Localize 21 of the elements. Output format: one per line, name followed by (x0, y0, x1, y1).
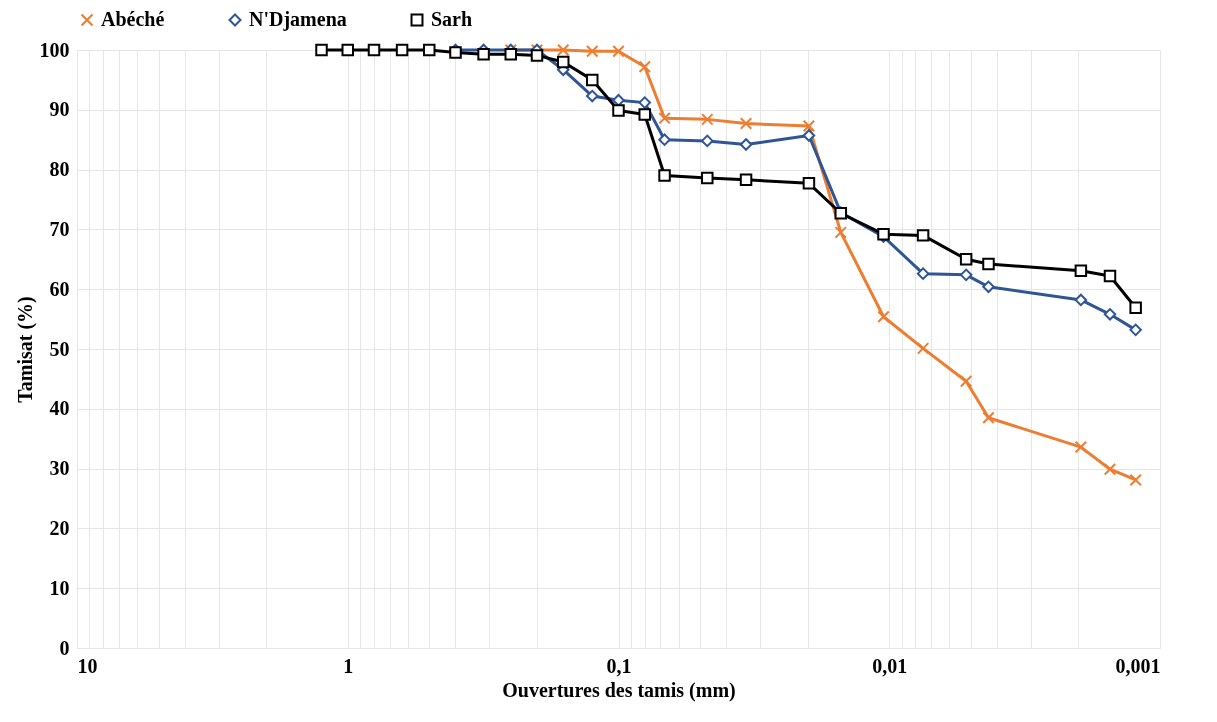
x-tick-label: 10 (77, 654, 98, 677)
y-tick-label: 10 (49, 576, 70, 599)
x-axis-title: Ouvertures des tamis (mm) (502, 678, 736, 702)
legend-label: Sarh (431, 8, 473, 30)
y-tick-label: 50 (49, 337, 70, 360)
y-tick-label: 90 (49, 98, 70, 121)
y-tick-label: 40 (49, 397, 70, 420)
y-tick-label: 100 (39, 38, 70, 61)
y-tick-label: 60 (49, 277, 70, 300)
legend-label: Abéché (101, 8, 165, 30)
x-tick-label: 0,001 (1115, 654, 1161, 677)
y-tick-label: 80 (49, 158, 70, 181)
x-tick-label: 0,1 (606, 654, 632, 677)
x-tick-label: 1 (343, 654, 354, 677)
y-axis-title: Tamisat (%) (13, 296, 37, 403)
y-tick-label: 20 (49, 516, 70, 539)
y-tick-label: 30 (49, 457, 70, 480)
x-tick-label: 0,01 (872, 654, 908, 677)
y-tick-label: 0 (59, 636, 70, 659)
y-tick-label: 70 (49, 217, 70, 240)
legend-label: N'Djamena (249, 8, 347, 31)
